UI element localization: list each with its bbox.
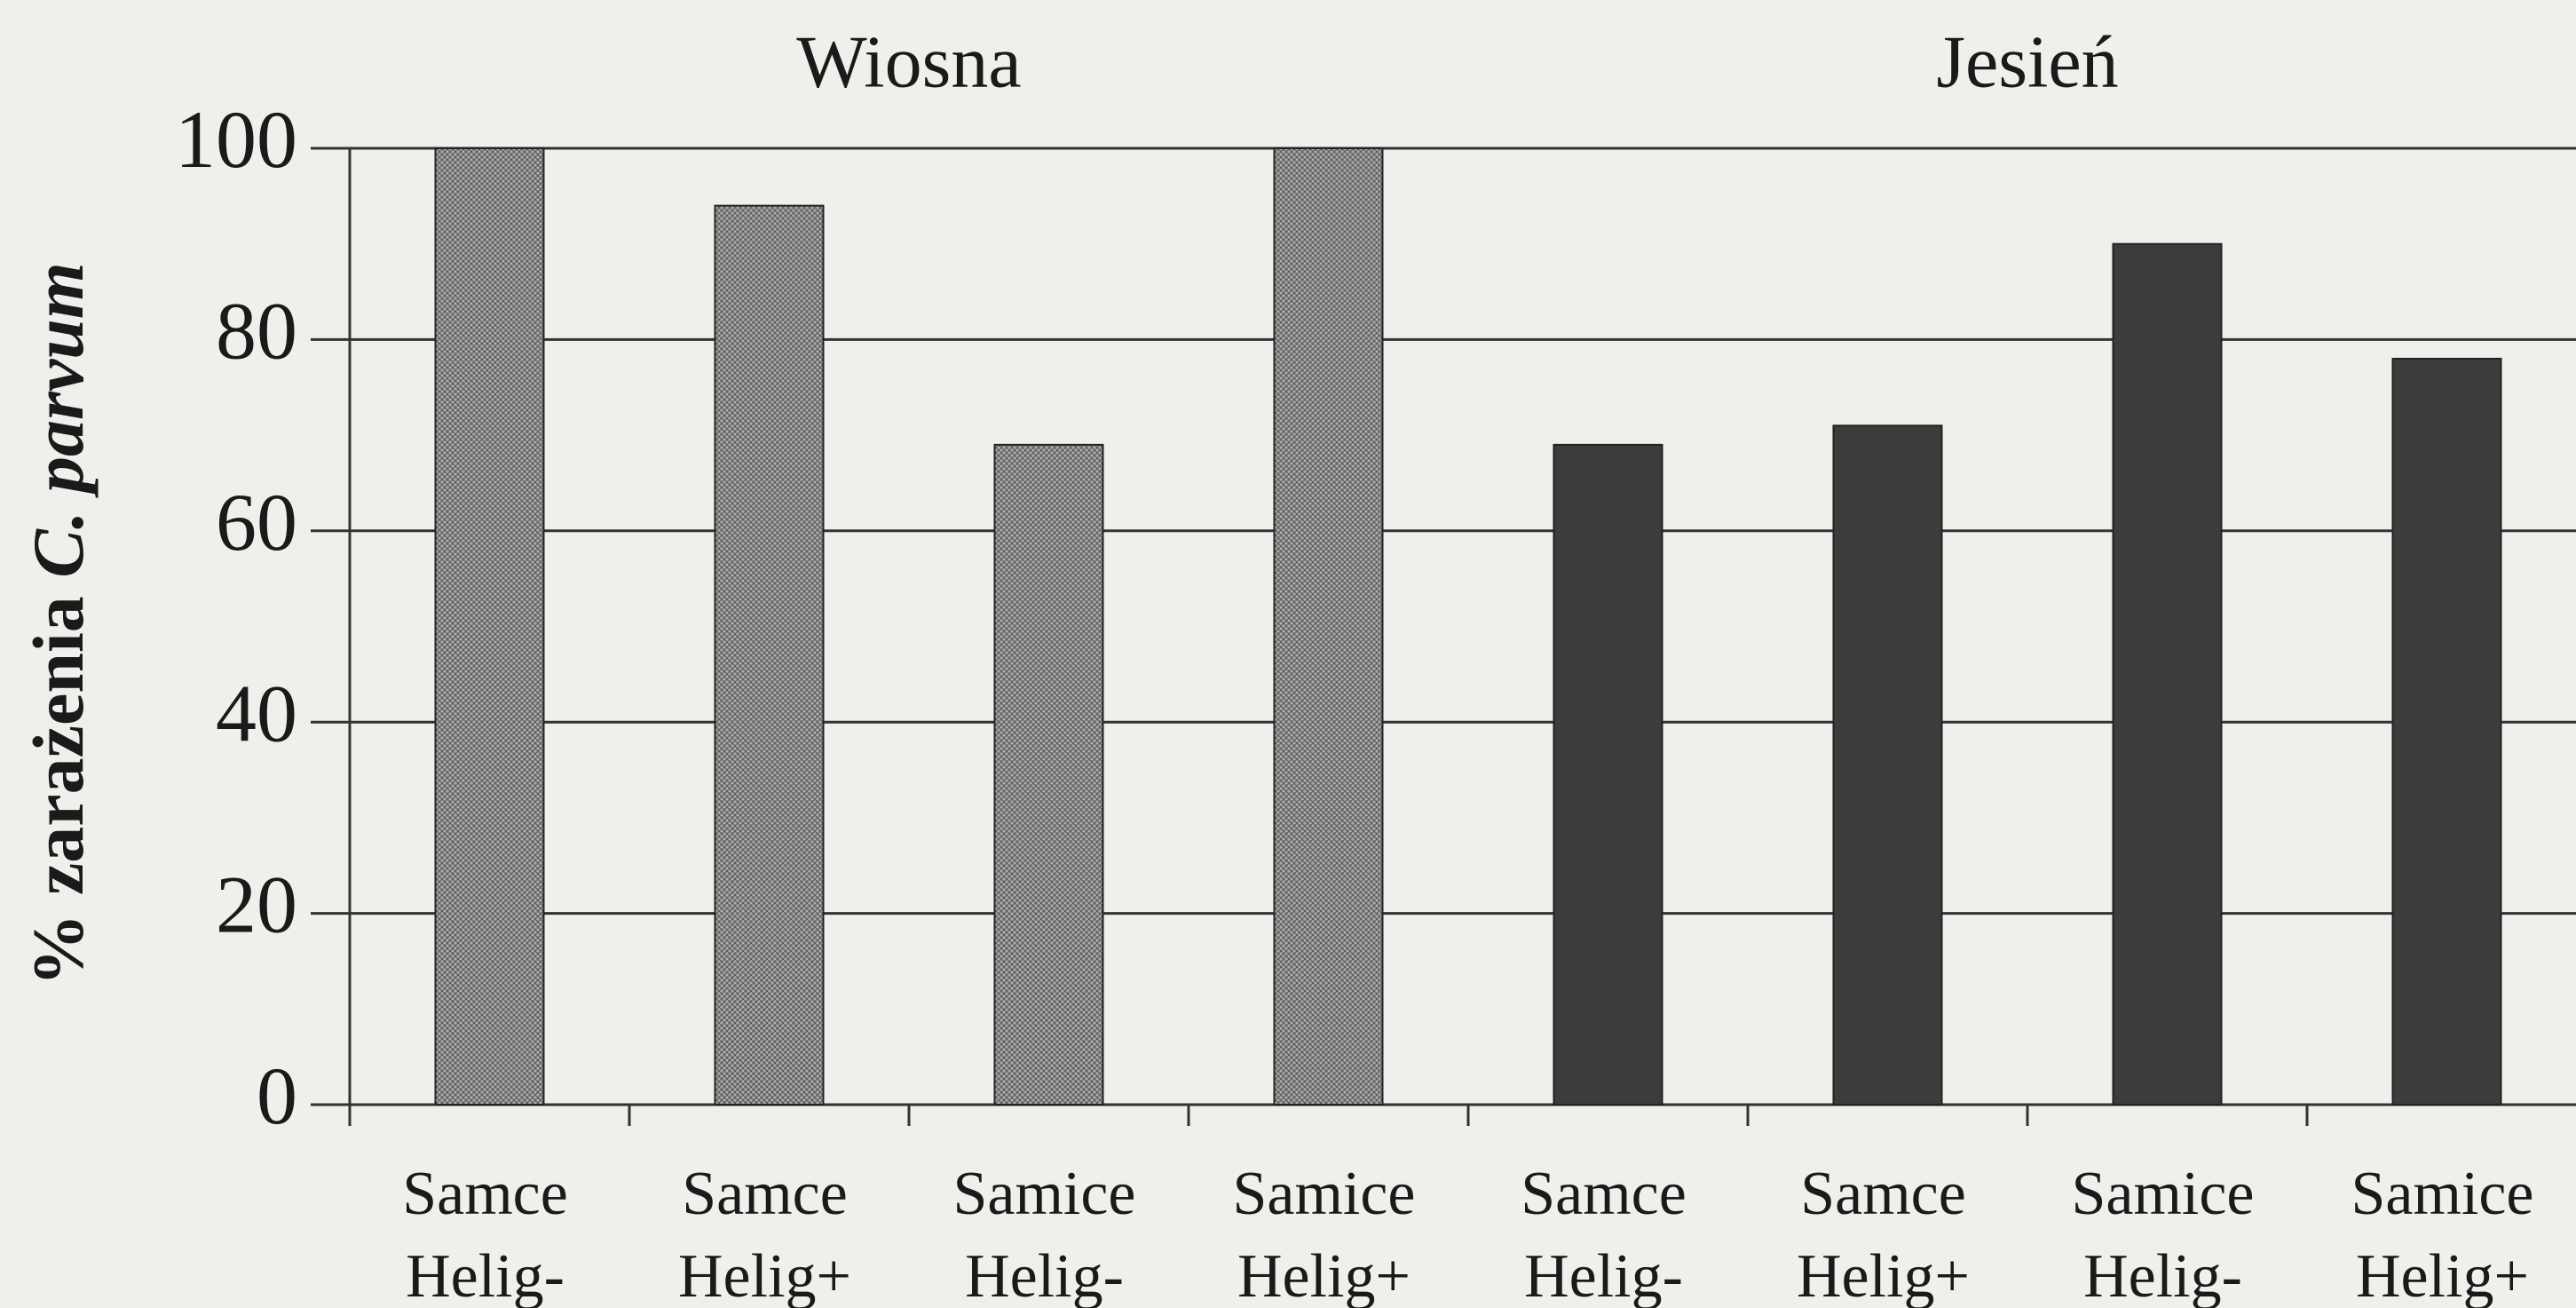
bar xyxy=(434,147,545,1106)
x-tick-label: Helig- xyxy=(2083,1242,2242,1308)
x-tick-label: Helig+ xyxy=(1237,1242,1410,1308)
y-axis-label: % zarażenia C. parvum xyxy=(18,262,99,986)
bar xyxy=(1832,424,1943,1106)
x-tick-label: Helig- xyxy=(1524,1242,1683,1308)
bar xyxy=(993,443,1104,1106)
bar xyxy=(1273,147,1384,1106)
y-tick-label: 20 xyxy=(216,860,297,950)
x-tick-label: Samice xyxy=(952,1160,1135,1228)
y-tick-label: 80 xyxy=(216,286,297,377)
x-tick-label: Samce xyxy=(1800,1160,1966,1228)
x-tick-label: Helig- xyxy=(965,1242,1124,1308)
y-tick-label: 0 xyxy=(257,1050,297,1141)
y-tick-label: 40 xyxy=(216,668,297,758)
x-tick-label: Helig+ xyxy=(678,1242,851,1308)
x-tick-label: Helig- xyxy=(406,1242,565,1308)
x-tick-label: Helig+ xyxy=(1797,1242,1970,1308)
x-tick-label: Samce xyxy=(402,1160,568,1228)
bar xyxy=(2112,242,2223,1106)
y-tick-label: 60 xyxy=(216,477,297,567)
y-axis-label-text: % zarażenia xyxy=(18,596,99,986)
bar xyxy=(2391,357,2502,1106)
x-tick-label: Samce xyxy=(682,1160,848,1228)
y-tick-label: 100 xyxy=(175,94,297,185)
bar xyxy=(1553,443,1663,1106)
x-tick-label: Helig+ xyxy=(2356,1242,2529,1308)
x-tick-label: Samce xyxy=(1521,1160,1687,1228)
group-label: Wiosna xyxy=(796,20,1021,103)
group-label: Jesień xyxy=(1936,20,2118,103)
x-tick-label: Samice xyxy=(1232,1160,1415,1228)
x-tick-label: Samice xyxy=(2351,1160,2533,1228)
x-tick-label: Samice xyxy=(2071,1160,2254,1228)
bar xyxy=(714,204,825,1106)
y-axis-label-italic: C. parvum xyxy=(18,262,99,577)
